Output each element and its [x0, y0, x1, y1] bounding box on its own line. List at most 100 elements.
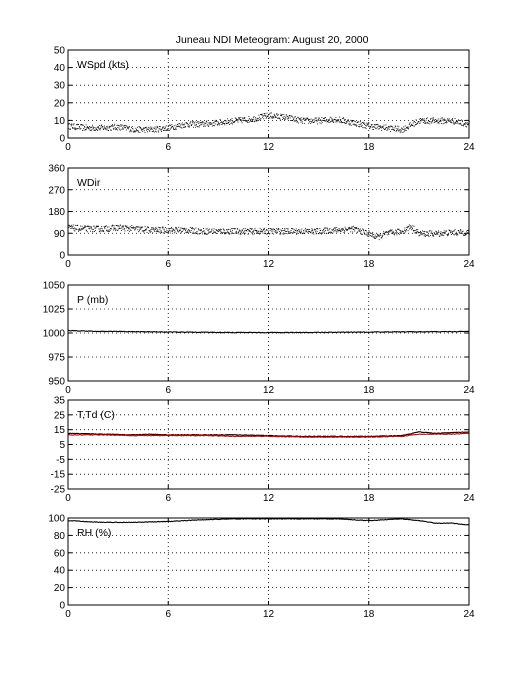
data-point — [143, 130, 145, 132]
data-point — [220, 124, 222, 125]
data-point — [440, 231, 442, 233]
data-point — [165, 126, 166, 128]
data-point — [434, 119, 436, 120]
data-point — [452, 230, 454, 232]
data-point — [92, 124, 93, 126]
data-point — [334, 226, 336, 228]
data-point — [264, 228, 265, 230]
data-point — [167, 230, 169, 232]
data-point — [117, 225, 119, 227]
data-point — [427, 231, 429, 233]
data-point — [418, 231, 419, 233]
data-point — [104, 227, 105, 229]
data-point — [346, 121, 348, 123]
data-point — [203, 233, 205, 235]
data-point — [280, 232, 282, 233]
data-point — [225, 229, 227, 231]
data-point — [455, 122, 457, 124]
data-point — [291, 232, 293, 234]
data-point — [209, 228, 211, 230]
data-point — [409, 123, 411, 125]
data-point — [130, 127, 132, 129]
data-point — [271, 117, 273, 119]
data-point — [322, 230, 324, 232]
data-point — [116, 128, 118, 129]
data-point — [398, 130, 399, 132]
data-point — [223, 229, 225, 231]
data-point — [438, 230, 440, 232]
data-point — [242, 119, 244, 121]
data-point — [388, 125, 389, 127]
data-point — [454, 230, 456, 232]
data-point — [373, 124, 375, 126]
data-point — [73, 123, 75, 125]
data-point — [448, 234, 450, 236]
data-point — [355, 227, 357, 228]
data-point — [407, 227, 409, 229]
data-point — [80, 128, 82, 129]
data-point — [97, 130, 99, 131]
data-point — [342, 230, 344, 231]
data-point — [275, 115, 277, 117]
data-point — [351, 120, 353, 122]
data-point — [335, 231, 337, 233]
data-point — [288, 231, 290, 233]
data-point — [76, 228, 77, 230]
data-point — [216, 123, 218, 125]
data-point — [298, 229, 300, 231]
data-point — [418, 118, 420, 120]
data-point — [380, 126, 382, 127]
data-point — [334, 121, 336, 123]
data-point — [128, 230, 130, 232]
x-tick-label: 12 — [263, 259, 275, 270]
data-point — [361, 230, 363, 231]
data-point — [82, 129, 83, 131]
data-point — [244, 117, 245, 119]
data-point — [192, 120, 194, 122]
data-point — [126, 129, 128, 131]
data-point — [204, 232, 206, 234]
data-point — [464, 122, 466, 124]
y-tick-label: -5 — [56, 455, 65, 466]
data-point — [444, 232, 446, 234]
data-point — [339, 116, 340, 118]
data-point — [441, 119, 443, 121]
data-point — [424, 236, 426, 237]
data-point — [154, 126, 156, 128]
data-point — [281, 113, 283, 115]
data-point — [109, 229, 111, 231]
data-point — [449, 120, 451, 122]
data-point — [426, 118, 427, 120]
data-point — [441, 234, 443, 236]
data-point — [151, 127, 152, 129]
data-point — [93, 225, 95, 227]
data-point — [341, 117, 343, 119]
data-point — [268, 228, 270, 230]
data-point — [195, 124, 197, 126]
data-point — [127, 126, 129, 128]
data-point — [142, 128, 144, 130]
data-point — [397, 228, 399, 230]
data-point — [266, 116, 267, 118]
data-point — [422, 230, 423, 232]
data-point — [281, 233, 283, 235]
data-point — [241, 230, 243, 232]
data-point — [173, 125, 175, 127]
data-point — [222, 122, 224, 124]
data-point — [299, 119, 301, 121]
data-point — [113, 125, 115, 127]
data-point — [73, 229, 75, 231]
y-tick-label: 40 — [54, 566, 66, 577]
data-point — [79, 128, 81, 130]
data-point — [91, 126, 93, 128]
data-point — [458, 123, 460, 125]
data-point — [109, 229, 111, 231]
data-point — [212, 120, 214, 121]
data-point — [167, 128, 169, 130]
data-point — [112, 125, 114, 127]
data-point — [225, 123, 227, 125]
y-tick-label: 0 — [59, 251, 65, 262]
data-point — [103, 226, 105, 227]
data-point — [268, 230, 269, 232]
data-point — [335, 230, 337, 232]
